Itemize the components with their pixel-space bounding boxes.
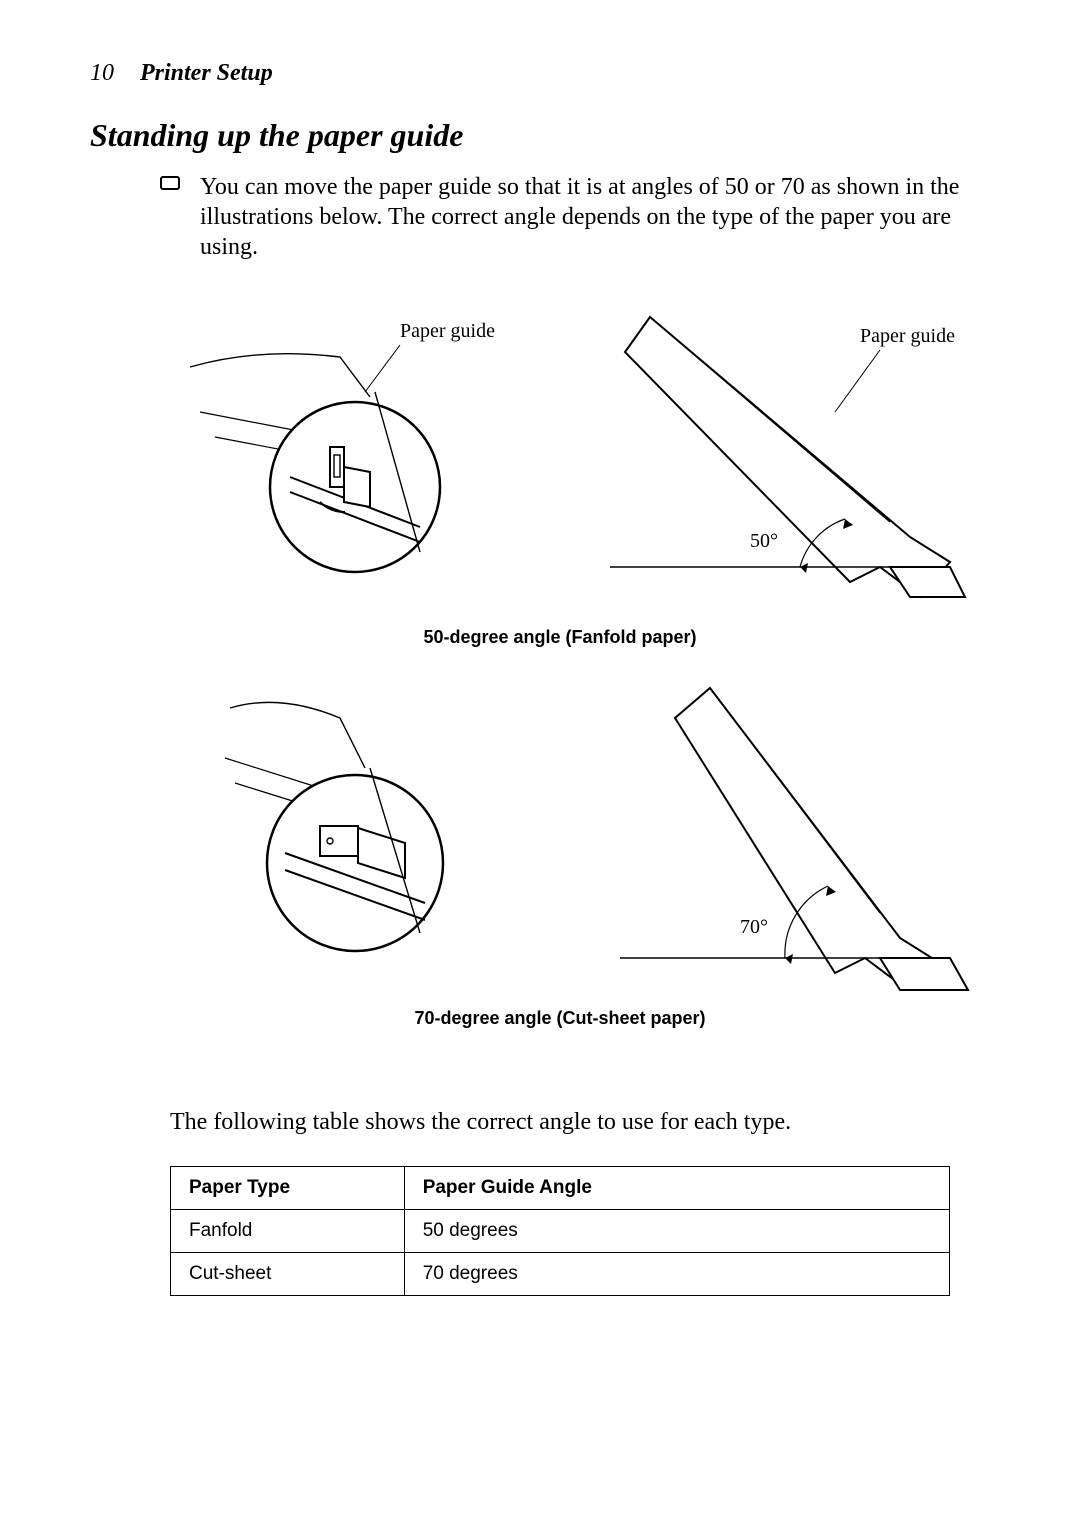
diagram-70-right: 70°: [590, 678, 950, 998]
diagram-50-right: Paper guide 50°: [590, 297, 950, 617]
table-row: Fanfold 50 degrees: [171, 1210, 950, 1253]
section-title: Standing up the paper guide: [90, 117, 990, 154]
paper-guide-label: Paper guide: [400, 320, 495, 342]
caption-70: 70-degree angle (Cut-sheet paper): [170, 1008, 950, 1029]
bullet-icon: [160, 176, 180, 190]
angle-70-label: 70°: [740, 916, 768, 938]
page-number: 10: [90, 60, 114, 86]
table-row: Cut-sheet 70 degrees: [171, 1253, 950, 1296]
running-header: 10 Printer Setup: [90, 60, 990, 87]
diagram-70-left-svg: [170, 678, 530, 978]
table-intro: The following table shows the correct an…: [170, 1109, 990, 1136]
table-cell: Cut-sheet: [171, 1253, 405, 1296]
diagram-70-left: [170, 678, 530, 978]
body-text: You can move the paper guide so that it …: [200, 174, 959, 260]
diagram-block: Paper guide: [170, 297, 950, 1029]
diagram-50-left: Paper guide: [170, 297, 530, 597]
diagram-50-left-svg: Paper guide: [170, 297, 530, 597]
diagram-70-right-svg: 70°: [590, 678, 970, 998]
diagram-row-70: 70°: [170, 678, 950, 998]
table-cell: 50 degrees: [404, 1210, 949, 1253]
diagram-row-50: Paper guide: [170, 297, 950, 617]
caption-50: 50-degree angle (Fanfold paper): [170, 627, 950, 648]
table-cell: Fanfold: [171, 1210, 405, 1253]
table-header-row: Paper Type Paper Guide Angle: [171, 1167, 950, 1210]
diagram-50-right-svg: Paper guide 50°: [590, 297, 970, 617]
document-page: 10 Printer Setup Standing up the paper g…: [0, 0, 1080, 1529]
angle-50-label: 50°: [750, 530, 778, 552]
table-cell: 70 degrees: [404, 1253, 949, 1296]
table-header-angle: Paper Guide Angle: [404, 1167, 949, 1210]
chapter-title: Printer Setup: [140, 60, 273, 86]
angle-table: Paper Type Paper Guide Angle Fanfold 50 …: [170, 1166, 950, 1296]
body-paragraph: You can move the paper guide so that it …: [200, 172, 990, 262]
table-header-paper-type: Paper Type: [171, 1167, 405, 1210]
paper-guide-label-r: Paper guide: [860, 325, 955, 347]
